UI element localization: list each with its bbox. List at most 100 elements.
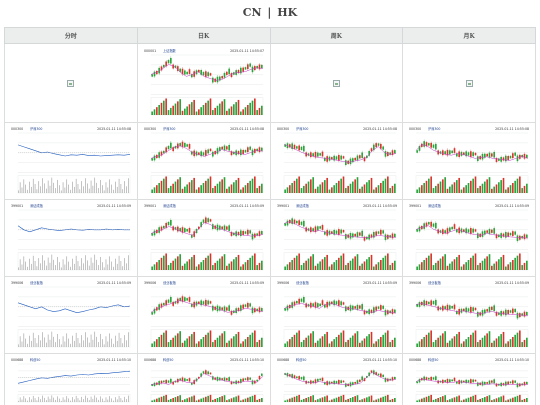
candle-body (300, 146, 302, 150)
volume-bar (295, 178, 298, 193)
weekly-chart-container[interactable]: 399006 创业板指 2025-01-11 14:55:09 (273, 279, 400, 351)
volume-bar (246, 259, 249, 270)
hk-market-link[interactable]: HK (277, 6, 298, 19)
candle-body (393, 309, 396, 313)
candle-body (302, 376, 305, 381)
monthly-chart-container[interactable]: 000300 沪深300 2025-01-11 14:55:08 (406, 125, 532, 197)
candle-body (514, 308, 517, 313)
intraday-chart-container[interactable]: 399001 深证成指 2025-01-11 14:55:09 (8, 202, 134, 274)
volume-bar (500, 257, 503, 270)
daily-chart-container[interactable]: 000300 沪深300 2025-01-11 14:55:08 (140, 125, 267, 197)
volume-bar (57, 333, 58, 347)
candle-body (379, 305, 382, 310)
chart-timestamp: 2025-01-11 14:55:09 (495, 281, 529, 285)
candle-body (218, 225, 221, 230)
cn-market-link[interactable]: CN (242, 6, 262, 19)
volume-bar (172, 183, 174, 193)
candle-body (460, 151, 463, 156)
volume-bar (302, 262, 305, 270)
volume-bar (169, 107, 172, 115)
candle-body (256, 379, 258, 382)
daily-chart-container[interactable]: 000688 科创50 2025-01-11 14:55:10 (140, 356, 267, 405)
monthly-chart-container[interactable]: 399001 深证成指 2025-01-11 14:55:09 (406, 202, 532, 274)
intraday-chart-container[interactable]: 000300 沪深300 2025-01-11 14:55:08 (8, 125, 134, 197)
column-header-daily: 日K (136, 27, 271, 44)
candle-body (463, 229, 465, 232)
volume-bar (297, 253, 300, 270)
volume-bar (379, 182, 382, 193)
volume-bar (251, 395, 254, 402)
candle-body (321, 300, 323, 306)
monthly-chart-container[interactable]: 000688 科创50 2025-01-11 14:55:10 (406, 356, 532, 405)
daily-chart: 000300 沪深300 2025-01-11 14:55:08 (144, 126, 264, 194)
candle-body (160, 380, 163, 384)
candle-body (162, 150, 165, 154)
monthly-chart: 399006 创业板指 2025-01-11 14:55:09 (409, 280, 529, 348)
volume-bar (228, 186, 230, 193)
candle-body (460, 308, 463, 313)
candle-body (321, 377, 323, 382)
candle-body (256, 148, 258, 152)
volume-bar (174, 335, 177, 347)
daily-chart-container[interactable]: 000001 上证指数 2025-01-11 14:55:07 (140, 47, 267, 119)
volume-bar (155, 339, 158, 347)
volume-bar (260, 183, 263, 193)
candle-body (384, 377, 386, 382)
daily-chart-container[interactable]: 399006 创业板指 2025-01-11 14:55:09 (140, 279, 267, 351)
candle-body (316, 378, 319, 382)
volume-bar (204, 334, 207, 347)
intraday-chart-container[interactable]: 399006 创业板指 2025-01-11 14:55:09 (8, 279, 134, 351)
volume-bar (179, 395, 181, 402)
candle-body (418, 146, 421, 151)
candle-body (416, 229, 419, 232)
volume-bar (207, 100, 209, 115)
volume-bar (160, 396, 163, 402)
volume-bar (346, 185, 349, 193)
volume-bar (204, 102, 207, 115)
volume-bar (88, 400, 90, 402)
volume-bar (300, 265, 302, 270)
candle-body (432, 301, 435, 305)
volume-bar (451, 398, 454, 402)
weekly-chart-container[interactable]: 399001 深证成指 2025-01-11 14:55:09 (273, 202, 400, 274)
monthly-chart-container[interactable]: 399006 创业板指 2025-01-11 14:55:09 (406, 279, 532, 351)
candle-body (244, 378, 247, 380)
candle-body (516, 312, 519, 319)
volume-bar (495, 261, 498, 270)
candle-body (486, 382, 489, 384)
intraday-chart: 000300 沪深300 2025-01-11 14:55:08 (11, 126, 131, 194)
volume-bar (181, 188, 184, 193)
volume-bar (55, 342, 56, 347)
volume-bar (444, 177, 447, 193)
candle-body (386, 378, 389, 382)
candle-body (514, 380, 517, 383)
volume-bar (258, 398, 261, 402)
volume-bar (165, 176, 167, 193)
volume-bar (370, 177, 372, 193)
candle-body (155, 307, 158, 311)
volume-bar (183, 186, 186, 193)
volume-bar (286, 264, 288, 270)
daily-chart-container[interactable]: 399001 深证成指 2025-01-11 14:55:09 (140, 202, 267, 274)
volume-bar (463, 187, 465, 193)
candle-body (519, 154, 521, 159)
volume-bar (416, 400, 419, 402)
weekly-chart-container[interactable]: 000688 科创50 2025-01-11 14:55:10 (273, 356, 400, 405)
candle-body (372, 144, 375, 151)
volume-bar (216, 260, 219, 270)
volume-bar (505, 343, 507, 347)
intraday-cell: 399006 创业板指 2025-01-11 14:55:09 (4, 276, 138, 354)
volume-bar (85, 255, 86, 270)
volume-bar (100, 256, 101, 270)
volume-bar (237, 254, 240, 270)
candle-body (172, 226, 174, 231)
volume-bar (27, 189, 28, 193)
volume-bar (516, 395, 519, 402)
candle-body (232, 232, 235, 236)
volume-bar (19, 397, 21, 402)
chart-timestamp: 2025-01-11 14:55:09 (97, 204, 131, 208)
candle-body (204, 217, 207, 224)
weekly-chart-container[interactable]: 000300 沪深300 2025-01-11 14:55:08 (273, 125, 400, 197)
volume-bar (68, 184, 69, 193)
intraday-chart-container[interactable]: 000688 科创50 2025-01-11 14:55:10 (8, 356, 134, 405)
